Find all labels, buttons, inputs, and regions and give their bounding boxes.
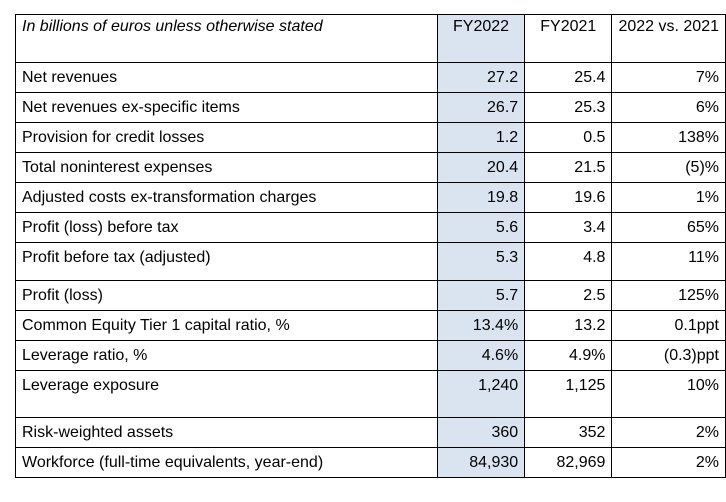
- cell-fy2022: 19.8: [436, 182, 526, 213]
- table-row: Common Equity Tier 1 capital ratio, % 13…: [15, 310, 726, 341]
- cell-fy2022: 20.4: [436, 152, 526, 183]
- table-row: Profit before tax (adjusted) 5.3 4.8 11%: [15, 242, 726, 281]
- cell-fy2021: 21.5: [524, 152, 613, 183]
- table-row: Profit (loss) 5.7 2.5 125%: [15, 280, 726, 311]
- cell-change: 11%: [611, 242, 726, 281]
- table-caption: In billions of euros unless otherwise st…: [15, 14, 438, 63]
- cell-fy2022: 4.6%: [436, 340, 526, 371]
- cell-fy2021: 82,969: [524, 447, 613, 478]
- cell-fy2022: 5.7: [436, 280, 526, 311]
- cell-fy2021: 25.4: [524, 62, 613, 93]
- cell-change: 10%: [611, 370, 726, 418]
- cell-fy2021: 4.9%: [524, 340, 613, 371]
- cell-fy2021: 2.5: [524, 280, 613, 311]
- row-label: Leverage exposure: [15, 370, 438, 418]
- cell-fy2021: 0.5: [524, 122, 613, 153]
- cell-fy2021: 352: [524, 417, 613, 448]
- row-label: Leverage ratio, %: [15, 340, 438, 371]
- row-label: Profit before tax (adjusted): [15, 242, 438, 281]
- table-row: Profit (loss) before tax 5.6 3.4 65%: [15, 212, 726, 243]
- cell-fy2022: 360: [436, 417, 526, 448]
- cell-fy2022: 26.7: [436, 92, 526, 123]
- cell-fy2022: 5.3: [436, 242, 526, 281]
- cell-change: 6%: [611, 92, 726, 123]
- cell-change: 125%: [611, 280, 726, 311]
- cell-fy2022: 1.2: [436, 122, 526, 153]
- row-label: Risk-weighted assets: [15, 417, 438, 448]
- cell-fy2021: 19.6: [524, 182, 613, 213]
- cell-change: (0.3)ppt: [611, 340, 726, 371]
- cell-change: 0.1ppt: [611, 310, 726, 341]
- cell-fy2022: 1,240: [436, 370, 526, 418]
- cell-change: 138%: [611, 122, 726, 153]
- cell-fy2021: 25.3: [524, 92, 613, 123]
- row-label: Adjusted costs ex-transformation charges: [15, 182, 438, 213]
- table-row: Net revenues ex-specific items 26.7 25.3…: [15, 92, 726, 123]
- table-row: Total noninterest expenses 20.4 21.5 (5)…: [15, 152, 726, 183]
- cell-fy2021: 3.4: [524, 212, 613, 243]
- cell-change: 7%: [611, 62, 726, 93]
- cell-fy2022: 5.6: [436, 212, 526, 243]
- table-row: Risk-weighted assets 360 352 2%: [15, 417, 726, 448]
- cell-fy2022: 27.2: [436, 62, 526, 93]
- table-row: Workforce (full-time equivalents, year-e…: [15, 447, 726, 478]
- row-label: Profit (loss): [15, 280, 438, 311]
- cell-fy2021: 4.8: [524, 242, 613, 281]
- row-label: Profit (loss) before tax: [15, 212, 438, 243]
- column-header-fy2022: FY2022: [436, 14, 526, 63]
- table-row: Adjusted costs ex-transformation charges…: [15, 182, 726, 213]
- row-label: Workforce (full-time equivalents, year-e…: [15, 447, 438, 478]
- row-label: Net revenues: [15, 62, 438, 93]
- table-row: Net revenues 27.2 25.4 7%: [15, 62, 726, 93]
- table-header-row: In billions of euros unless otherwise st…: [15, 14, 726, 63]
- cell-change: (5)%: [611, 152, 726, 183]
- cell-fy2021: 1,125: [524, 370, 613, 418]
- cell-change: 2%: [611, 447, 726, 478]
- table-row: Leverage exposure 1,240 1,125 10%: [15, 370, 726, 418]
- cell-fy2022: 84,930: [436, 447, 526, 478]
- cell-fy2022: 13.4%: [436, 310, 526, 341]
- table-row: Provision for credit losses 1.2 0.5 138%: [15, 122, 726, 153]
- column-header-change: 2022 vs. 2021: [611, 14, 726, 63]
- column-header-fy2021: FY2021: [524, 14, 613, 63]
- row-label: Total noninterest expenses: [15, 152, 438, 183]
- row-label: Provision for credit losses: [15, 122, 438, 153]
- row-label: Common Equity Tier 1 capital ratio, %: [15, 310, 438, 341]
- cell-change: 1%: [611, 182, 726, 213]
- cell-fy2021: 13.2: [524, 310, 613, 341]
- table-row: Leverage ratio, % 4.6% 4.9% (0.3)ppt: [15, 340, 726, 371]
- cell-change: 65%: [611, 212, 726, 243]
- financial-summary-table: In billions of euros unless otherwise st…: [15, 14, 726, 478]
- cell-change: 2%: [611, 417, 726, 448]
- row-label: Net revenues ex-specific items: [15, 92, 438, 123]
